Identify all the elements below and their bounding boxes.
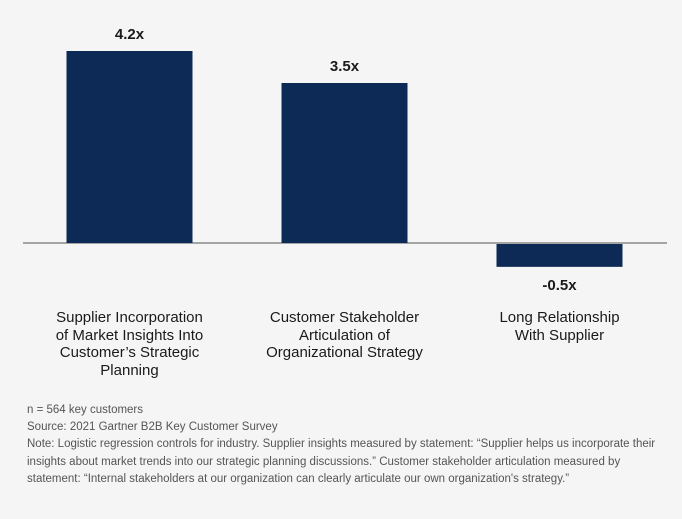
methodology-note: Note: Logistic regression controls for i… [27,438,656,485]
source-note: Source: 2021 Gartner B2B Key Customer Su… [27,421,278,434]
category-label-line: Customer’s Strategic [59,344,200,361]
category-label-2: Customer Stakeholder Articulation of Organ… [245,309,445,362]
category-label-3: Long Relationship With Supplier [460,309,660,344]
footnotes: n = 564 key customers Source: 2021 Gartn… [27,402,667,488]
category-label-1: Supplier Incorporation of Market Insights… [30,309,230,379]
category-label-line: Long Relationship [499,309,620,326]
bar-chart: 4.2x 3.5x -0.5x [23,26,667,294]
category-label-line: Supplier Incorporation [56,309,203,326]
value-label-2: 3.5x [330,58,360,75]
category-label-line: Organizational Strategy [266,344,423,361]
value-label-1: 4.2x [115,26,145,43]
category-label-line: of Market Insights Into [55,326,204,344]
bar-1 [66,51,193,243]
bar-3 [496,244,623,267]
category-label-line: Articulation of [299,326,390,344]
sample-size-note: n = 564 key customers [27,404,144,416]
bar-2 [281,83,408,243]
category-label-line: With Supplier [514,326,605,344]
value-label-3: -0.5x [542,277,577,294]
category-label-line: Customer Stakeholder [269,309,420,326]
category-label-line: Planning [100,361,159,379]
